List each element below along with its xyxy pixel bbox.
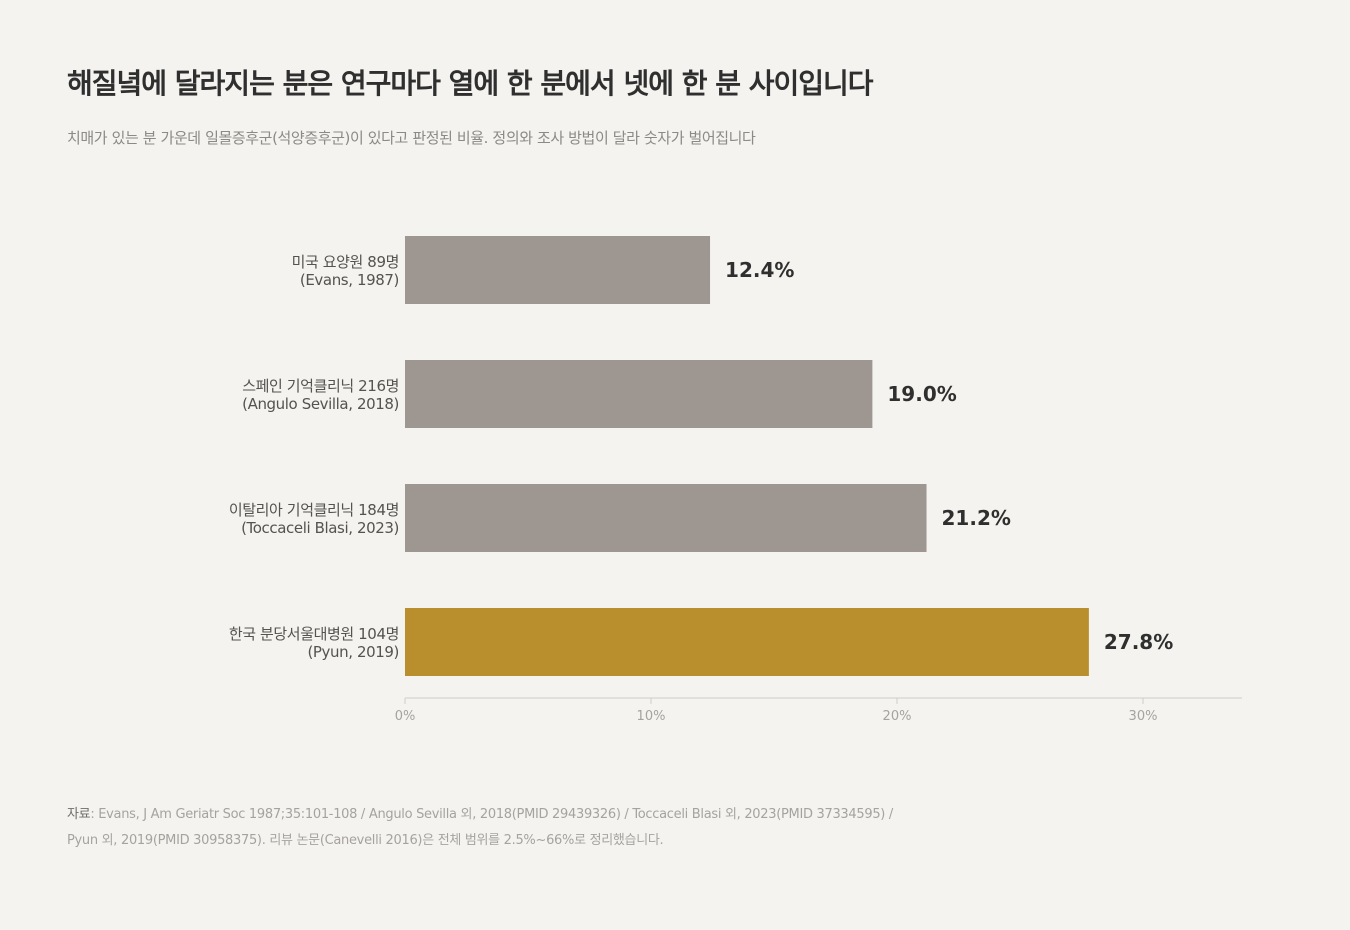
bar-chart: 미국 요양원 89명(Evans, 1987) 12.4% 스페인 기억클리닉 21… [229, 236, 1242, 724]
x-tick-label-4: 30% [1129, 709, 1158, 724]
chart-title: 해질녘에 달라지는 분은 연구마다 열에 한 분에서 넷에 한 분 사이입니다 [67, 67, 874, 100]
x-tick-label-2: 10% [637, 709, 666, 724]
category-label-4: 한국 분당서울대병원 104명 [229, 625, 399, 643]
source-line-1: : Evans, J Am Geriatr Soc 1987;35:101-10… [90, 807, 893, 822]
category-label-3: 이탈리아 기억클리닉 184명 [229, 501, 399, 519]
bar-2 [405, 360, 873, 428]
source-note: 자료: Evans, J Am Geriatr Soc 1987;35:101-… [67, 802, 947, 854]
x-tick-label-3: 20% [883, 709, 912, 724]
category-sublabel-1: (Evans, 1987) [300, 271, 399, 289]
value-label-2: 19.0% [887, 382, 956, 406]
category-sublabel-3: (Toccaceli Blasi, 2023) [241, 519, 399, 537]
value-label-1: 12.4% [725, 258, 794, 282]
category-sublabel-2: (Angulo Sevilla, 2018) [242, 395, 399, 413]
bar-4 [405, 608, 1089, 676]
bar-3 [405, 484, 927, 552]
x-tick-label-1: 0% [395, 709, 416, 724]
category-label-2: 스페인 기억클리닉 216명 [242, 377, 399, 395]
category-label-1: 미국 요양원 89명 [292, 253, 399, 271]
value-label-4: 27.8% [1104, 630, 1173, 654]
category-sublabel-4: (Pyun, 2019) [307, 643, 399, 661]
chart-subtitle: 치매가 있는 분 가운데 일몰증후군(석양증후군)이 있다고 판정된 비율. 정… [67, 129, 756, 147]
value-label-3: 21.2% [942, 506, 1011, 530]
source-line-2: Pyun 외, 2019(PMID 30958375). 리뷰 논문(Canev… [67, 833, 664, 848]
source-prefix: 자료 [67, 807, 91, 822]
bar-1 [405, 236, 711, 304]
